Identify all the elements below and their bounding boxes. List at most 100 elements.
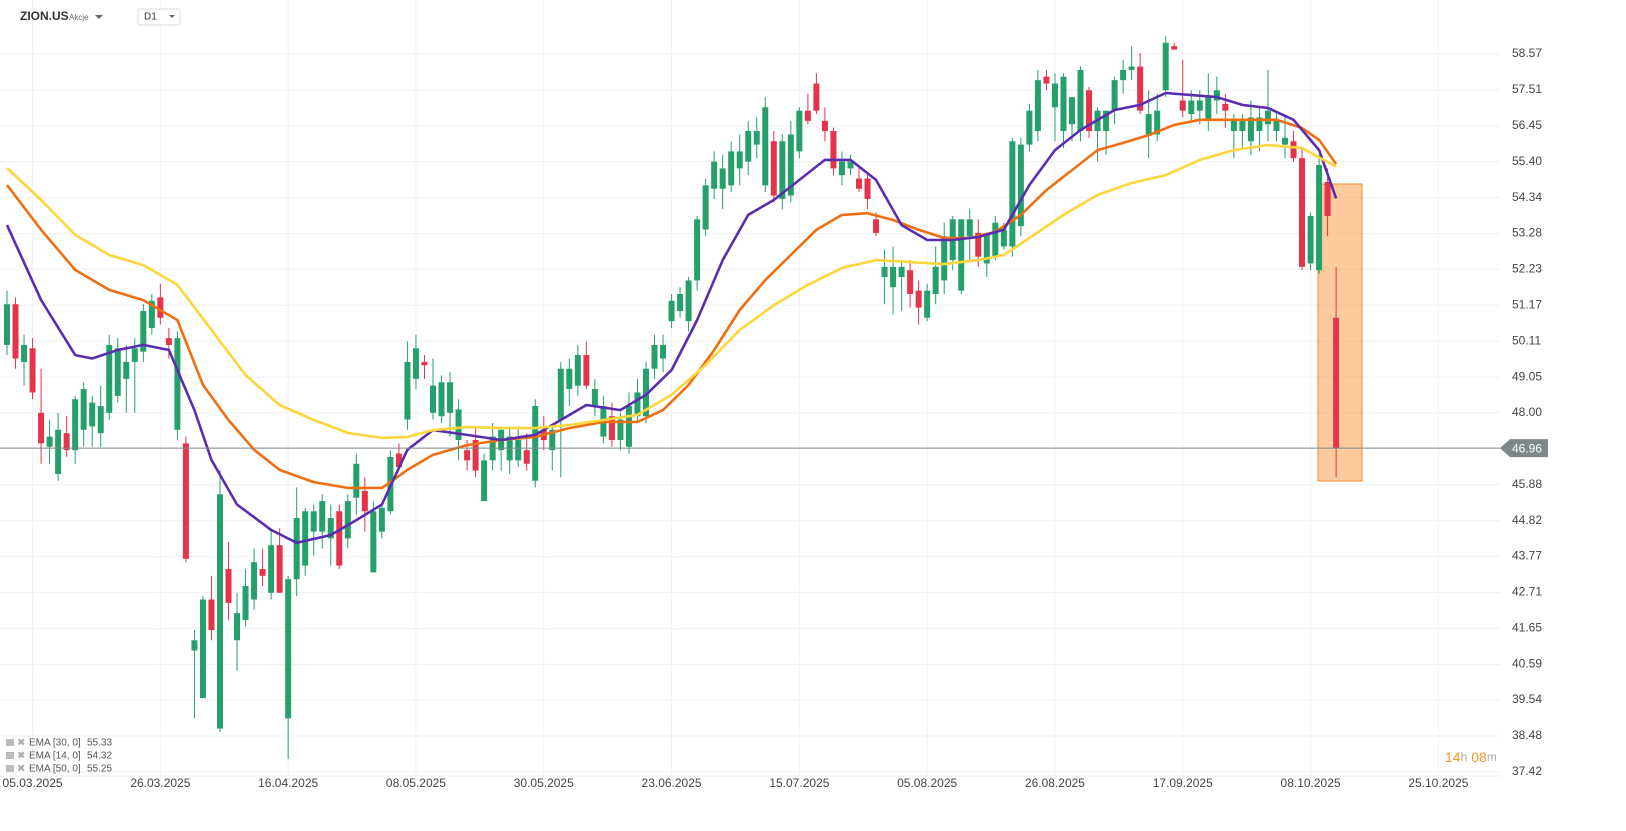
y-tick-label: 55.40 [1512,154,1542,168]
candle-body [966,219,973,237]
candle-body [199,599,206,698]
candle-body [660,344,667,359]
candle-body [89,402,96,427]
x-tick-label: 15.07.2025 [769,776,829,790]
y-tick-label: 58.57 [1512,46,1542,60]
candle-body [148,300,155,328]
candle-body [336,511,343,566]
candle-body [182,443,189,559]
y-tick-label: 52.23 [1512,261,1542,275]
candle-body [711,161,718,189]
legend-icon[interactable] [6,752,14,759]
hours: 14 [1445,749,1461,765]
candle-body [1145,114,1152,135]
candle-body [12,304,19,359]
candle-body [404,361,411,420]
legend-icon[interactable] [6,739,14,746]
kind[interactable]: Akcje [69,13,89,22]
candle-body [1069,97,1075,125]
x-tick-label: 08.05.2025 [386,776,446,790]
candle-body [1034,80,1041,132]
candle-body [472,439,479,471]
candle-body [1171,46,1178,50]
candle-body [1196,100,1203,111]
candle-body [447,382,454,413]
legend-name: EMA [14, 0] [29,751,81,762]
candle-body [1154,110,1161,135]
dropdown-arrow[interactable] [169,15,175,18]
candle-body [191,640,198,651]
timeframe[interactable]: D1 [144,12,157,23]
x-tick-label: 26.08.2025 [1025,776,1085,790]
candle-body [617,419,624,440]
candle-body [421,361,428,366]
m: m [1487,750,1497,764]
candle-body [259,568,266,576]
legend-name: EMA [30, 0] [29,738,81,749]
candle-body [251,562,258,600]
candle-body [412,348,419,379]
candle-body [975,232,982,257]
x-tick-label: 08.10.2025 [1281,776,1341,790]
candle-body [736,151,743,169]
candle-body [532,406,539,481]
legend-close: ✖ [17,751,25,762]
candle-body [932,266,939,295]
candle-body [574,355,581,386]
candle-body [583,355,590,386]
candle-body [438,382,445,417]
candle-body [821,120,828,132]
candle-body [1026,110,1033,145]
candle-body [1307,215,1314,264]
candle-body [677,294,684,311]
candle-body [608,416,615,440]
candle-body [268,545,275,593]
candle-body [566,368,573,390]
candle-body [38,412,45,444]
candle-body [890,266,897,288]
candle-body [1188,100,1195,115]
y-tick-label: 39.54 [1512,692,1542,706]
candle-body [1162,42,1169,91]
candle-body [1086,90,1093,132]
legend-icon[interactable] [6,765,14,772]
candle-body [625,406,632,447]
candle-body [1299,158,1306,267]
ema-line [5,118,1338,490]
countdown: 14h 08m [1445,749,1497,765]
candle-body [55,429,62,474]
grid: 58.57 57.51 56.45 55.40 54.34 53.28 52.23 51.17… [0,0,1542,790]
candle-body [430,385,436,413]
timeframe-box[interactable] [137,8,181,26]
candle-body [643,368,649,417]
candle-body [1137,66,1144,111]
candle-body [992,222,999,257]
candle-body [131,348,138,362]
candle-body [1230,120,1237,132]
x-tick-label: 30.05.2025 [514,776,574,790]
candle-body [481,460,488,502]
candle-body [1120,69,1127,81]
candle-body [1111,80,1118,111]
candle-body [1000,229,1007,247]
candle-body [838,161,845,176]
candle-body [668,300,675,322]
candle-body [378,507,385,532]
y-tick-label: 43.77 [1512,549,1542,563]
x-tick-label: 17.09.2025 [1153,776,1213,790]
candle-body [395,453,402,468]
candle-body [370,511,377,573]
candle-body [242,585,249,620]
candle-body [770,141,777,196]
y-tick-label: 49.05 [1512,369,1542,383]
dropdown-arrow[interactable] [95,15,103,19]
legend-close: ✖ [17,738,25,749]
y-tick-label: 41.65 [1512,621,1542,635]
y-tick-label: 37.42 [1512,764,1542,778]
candle-body [694,219,701,281]
y-tick-label: 38.48 [1512,728,1542,742]
candle-body [651,344,658,369]
legend: ✖ EMA [30, 0] 55.33 ✖ EMA [14, 0] 54.32 ✖ EMA [… [6,738,112,775]
h: h [1461,750,1468,764]
